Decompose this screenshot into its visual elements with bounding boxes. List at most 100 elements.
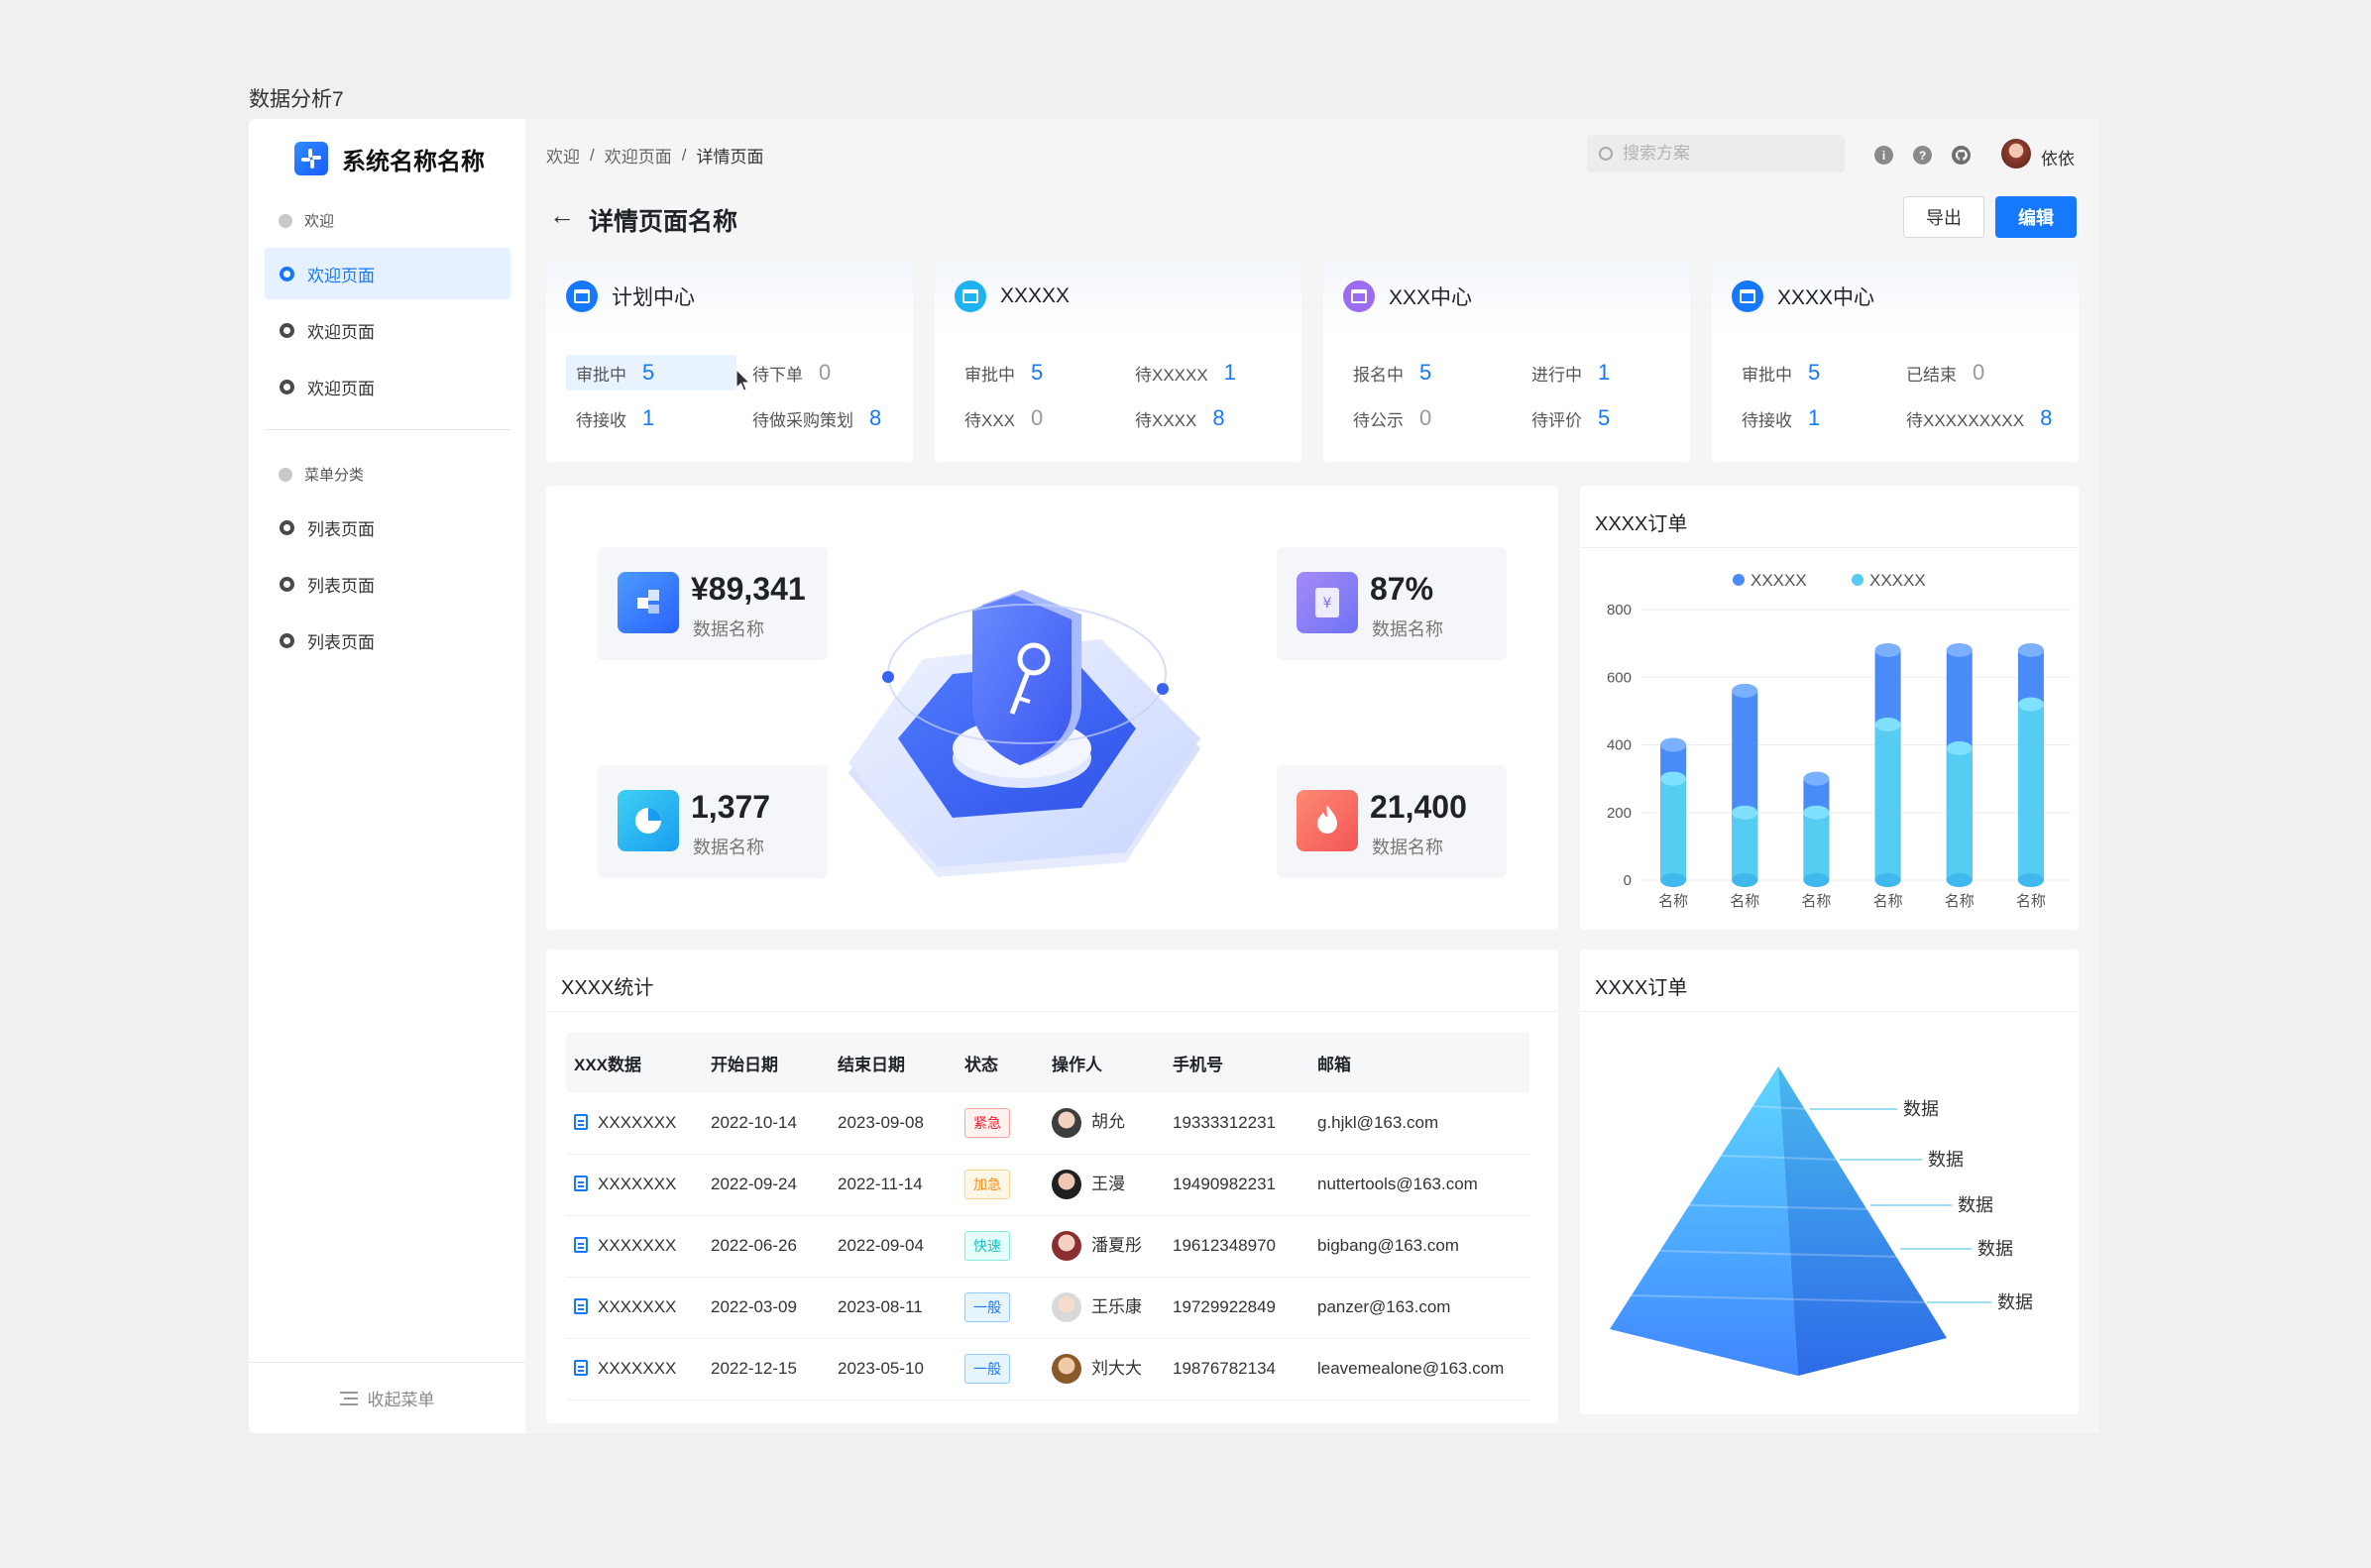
- column-header[interactable]: 状态: [964, 1055, 998, 1074]
- collapse-menu-label: 收起菜单: [367, 1391, 435, 1409]
- stat-item[interactable]: 待做采购策划 8: [742, 400, 881, 436]
- stat-item[interactable]: 审批中 5: [1732, 355, 1820, 391]
- cell-phone: 19490982231: [1173, 1175, 1277, 1193]
- brand-name: 系统名称名称: [342, 148, 485, 175]
- cell-start-date: 2022-09-24: [711, 1175, 797, 1193]
- stat-item[interactable]: 待评价 5: [1522, 400, 1610, 436]
- card-title: XXXX订单: [1595, 977, 1688, 999]
- pyramid-label: 数据: [1958, 1195, 1993, 1215]
- metric-value: 21,400: [1370, 789, 1467, 825]
- user-avatar[interactable]: [2001, 139, 2031, 168]
- column-header[interactable]: 手机号: [1173, 1055, 1223, 1074]
- stat-card: XXX中心 报名中 5 进行中 1 待公示 0 待评价 5: [1323, 260, 1690, 462]
- cell-end-date: 2023-08-11: [838, 1297, 923, 1316]
- stat-item[interactable]: 待XXX 0: [955, 400, 1043, 436]
- search-icon: [1599, 147, 1613, 161]
- search-input[interactable]: [1623, 144, 1831, 164]
- cell-email: panzer@163.com: [1317, 1297, 1451, 1316]
- github-icon[interactable]: [1952, 146, 1971, 165]
- table-row[interactable]: XXXXXXX 2022-10-14 2023-09-08 紧急 胡允 1933…: [566, 1092, 1529, 1154]
- table-row[interactable]: XXXXXXX 2022-06-26 2022-09-04 快速 潘夏彤 196…: [566, 1215, 1529, 1277]
- document-icon: [574, 1237, 588, 1253]
- sidebar-item-list-2[interactable]: 列表页面: [265, 558, 510, 610]
- stat-value: 8: [2040, 405, 2053, 430]
- card-divider: [1580, 547, 2079, 548]
- y-tick-label: 800: [1607, 602, 1632, 618]
- stat-item[interactable]: 进行中 1: [1522, 355, 1610, 391]
- breadcrumb-item[interactable]: 欢迎: [546, 148, 580, 167]
- column-header[interactable]: 结束日期: [838, 1055, 905, 1074]
- cell-name: XXXXXXX: [598, 1297, 677, 1316]
- back-arrow-icon[interactable]: ←: [549, 200, 575, 230]
- stat-item[interactable]: 待接收 1: [1732, 400, 1820, 436]
- info-icon[interactable]: i: [1874, 146, 1893, 165]
- metric-card: 1,377 数据名称: [598, 765, 828, 878]
- pie-chart-icon: [618, 790, 679, 851]
- sidebar-item-welcome-3[interactable]: 欢迎页面: [265, 361, 510, 412]
- search-box[interactable]: [1587, 135, 1845, 172]
- metric-label: 数据名称: [693, 838, 764, 857]
- stat-item[interactable]: 待XXXX 8: [1125, 400, 1225, 436]
- card-divider: [1580, 1011, 2079, 1012]
- stat-label: 待XXXX: [1135, 410, 1197, 430]
- stat-card: XXXXX 审批中 5 待XXXXX 1 待XXX 0 待XXXX 8: [935, 260, 1301, 462]
- stat-card: 计划中心 审批中 5 待下单 0 待接收 1 待做采购策划 8: [546, 260, 913, 462]
- card-icon: [955, 280, 986, 312]
- metric-label: 数据名称: [1372, 619, 1443, 639]
- metric-value: ¥89,341: [691, 571, 806, 607]
- bar-base: [1660, 873, 1687, 887]
- stat-item[interactable]: 审批中 5: [566, 355, 736, 391]
- column-header[interactable]: 开始日期: [711, 1055, 778, 1074]
- table-cell: 一般: [957, 1277, 1044, 1338]
- table-cell: XXXXXXX: [566, 1154, 703, 1215]
- sidebar-item-label: 欢迎页面: [307, 322, 375, 342]
- cell-operator: 王漫: [1091, 1174, 1125, 1193]
- cell-operator: 潘夏彤: [1091, 1235, 1142, 1255]
- breadcrumb-current: 详情页面: [696, 148, 764, 167]
- stat-item[interactable]: 待XXXXXXXXX 8: [1896, 400, 2052, 436]
- stat-value: 1: [642, 405, 655, 430]
- stat-item[interactable]: 已结束 0: [1896, 355, 1984, 391]
- table-cell: 加急: [957, 1154, 1044, 1215]
- cell-email: g.hjkl@163.com: [1317, 1112, 1439, 1132]
- sidebar-item-list-1[interactable]: 列表页面: [265, 502, 510, 553]
- stat-value: 5: [1419, 360, 1432, 385]
- collapse-menu-button[interactable]: 收起菜单: [249, 1362, 525, 1433]
- cell-start-date: 2022-06-26: [711, 1236, 797, 1255]
- table-row[interactable]: XXXXXXX 2022-09-24 2022-11-14 加急 王漫 1949…: [566, 1154, 1529, 1215]
- table-row[interactable]: XXXXXXX 2022-12-15 2023-05-10 一般 刘大大 198…: [566, 1338, 1529, 1400]
- stat-card-header: XXX中心: [1323, 260, 1690, 333]
- column-header[interactable]: 操作人: [1052, 1055, 1102, 1074]
- column-header[interactable]: 邮箱: [1317, 1055, 1351, 1074]
- stat-label: 待XXX: [964, 410, 1016, 430]
- stat-value: 8: [869, 405, 882, 430]
- chart-block-icon: [618, 572, 679, 633]
- help-icon[interactable]: ?: [1913, 146, 1932, 165]
- username[interactable]: 依依: [2041, 150, 2075, 168]
- stat-label: 进行中: [1531, 365, 1582, 385]
- stat-item[interactable]: 待公示 0: [1343, 400, 1431, 436]
- breadcrumb-item[interactable]: 欢迎页面: [604, 148, 672, 167]
- document-icon: [574, 1360, 588, 1376]
- brand[interactable]: 系统名称名称: [294, 139, 485, 178]
- stat-item[interactable]: 报名中 5: [1343, 355, 1431, 391]
- status-badge: 紧急: [964, 1107, 1010, 1138]
- sidebar-item-welcome-2[interactable]: 欢迎页面: [265, 304, 510, 356]
- stat-label: 审批中: [1742, 365, 1792, 385]
- stat-item[interactable]: 待接收 1: [566, 400, 654, 436]
- stat-card-title: XXXXX: [1000, 284, 1071, 307]
- stat-item[interactable]: 审批中 5: [955, 355, 1043, 391]
- cell-email: bigbang@163.com: [1317, 1236, 1459, 1255]
- sidebar-item-list-3[interactable]: 列表页面: [265, 615, 510, 666]
- circle-icon: [280, 322, 294, 338]
- y-tick-label: 600: [1607, 669, 1632, 686]
- edit-button[interactable]: 编辑: [1995, 196, 2077, 238]
- table-row[interactable]: XXXXXXX 2022-03-09 2023-08-11 一般 王乐康 197…: [566, 1277, 1529, 1338]
- sidebar-item-welcome-1[interactable]: 欢迎页面: [265, 248, 510, 299]
- column-header[interactable]: XXX数据: [574, 1055, 642, 1074]
- stat-item[interactable]: 待XXXXX 1: [1125, 355, 1236, 391]
- export-button[interactable]: 导出: [1903, 196, 1984, 238]
- pyramid-label: 数据: [1928, 1150, 1964, 1170]
- stat-label: 待评价: [1531, 410, 1582, 430]
- stat-item[interactable]: 待下单 0: [742, 355, 831, 391]
